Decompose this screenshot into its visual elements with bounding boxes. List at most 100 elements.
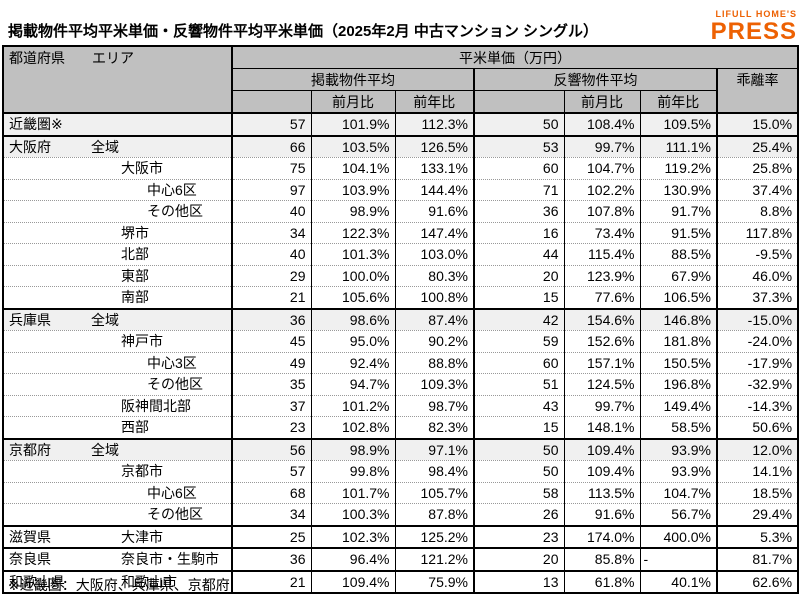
table-row: 近畿圏※ 57 101.9% 112.3% 50 108.4% 109.5% 15.0% xyxy=(3,113,799,136)
area-label: 全域 xyxy=(91,441,119,458)
response-yoy-header: 前年比 xyxy=(640,90,718,113)
price-table: 都道府県 エリア 平米単価（万円） 掲載物件平均 反響物件平均 乖離率 前月比 … xyxy=(2,45,800,594)
area-cell: 西部 xyxy=(3,416,233,439)
value-cell: 36 xyxy=(232,548,312,571)
value-cell: 91.6% xyxy=(564,503,641,526)
value-cell: 146.8% xyxy=(640,308,718,331)
unit-header-cell: 平米単価（万円） xyxy=(232,46,799,69)
prefecture-label: 和歌山県 xyxy=(9,573,65,590)
table-row: 兵庫県 全域 36 98.6% 87.4% 42 154.6% 146.8% -15.0% xyxy=(3,308,799,331)
prefecture-label xyxy=(4,203,9,219)
area-cell: 阪神間北部 xyxy=(3,395,233,417)
area-cell: 和歌山県 和歌山市 xyxy=(3,570,233,593)
value-cell: 104.7% xyxy=(564,157,641,179)
value-cell: 43 xyxy=(474,395,565,417)
value-cell: 121.2% xyxy=(395,548,475,571)
value-cell: 109.3% xyxy=(395,373,475,395)
area-cell: 中心6区 xyxy=(3,179,233,201)
value-cell: 98.7% xyxy=(395,395,475,417)
listed-value-header-blank xyxy=(232,90,312,113)
value-cell: 104.7% xyxy=(640,482,718,504)
value-cell: 57 xyxy=(232,113,312,136)
value-cell: 90.2% xyxy=(395,330,475,352)
listed-group-header: 掲載物件平均 xyxy=(232,68,475,91)
value-cell: 150.5% xyxy=(640,352,718,374)
value-cell: 104.1% xyxy=(311,157,396,179)
area-cell: その他区 xyxy=(3,373,233,395)
value-cell: 124.5% xyxy=(564,373,641,395)
table-row: 阪神間北部 37 101.2% 98.7% 43 99.7% 149.4% -14.3% xyxy=(3,395,799,417)
value-cell: 26 xyxy=(474,503,565,526)
value-cell: 60 xyxy=(474,352,565,374)
value-cell: 109.4% xyxy=(564,460,641,482)
value-cell: 88.8% xyxy=(395,352,475,374)
prefecture-label: 奈良県 xyxy=(9,551,51,568)
header-row-unit: 都道府県 エリア 平米単価（万円） xyxy=(3,46,799,113)
value-cell: 42 xyxy=(474,308,565,331)
prefecture-label xyxy=(4,419,9,435)
area-label: 東部 xyxy=(121,267,149,284)
value-cell: 8.8% xyxy=(717,200,799,222)
value-cell: 57 xyxy=(232,460,312,482)
value-cell: 35 xyxy=(232,373,312,395)
area-cell: 南部 xyxy=(3,286,233,309)
value-cell: 34 xyxy=(232,222,312,244)
area-cell: 大阪市 xyxy=(3,157,233,179)
value-cell: 36 xyxy=(232,308,312,331)
value-cell: 101.7% xyxy=(311,482,396,504)
value-cell: -17.9% xyxy=(717,352,799,374)
value-cell: 181.8% xyxy=(640,330,718,352)
response-value-header-blank xyxy=(474,90,565,113)
value-cell: 126.5% xyxy=(395,135,475,158)
table-row: 滋賀県 大津市 25 102.3% 125.2% 23 174.0% 400.0% 5.3% xyxy=(3,525,799,548)
value-cell: 87.4% xyxy=(395,308,475,331)
value-cell: 109.4% xyxy=(311,570,396,593)
value-cell: 25 xyxy=(232,525,312,548)
value-cell: 50.6% xyxy=(717,416,799,439)
table-row: 南部 21 105.6% 100.8% 15 77.6% 106.5% 37.3% xyxy=(3,286,799,309)
table-row: その他区 34 100.3% 87.8% 26 91.6% 56.7% 29.4% xyxy=(3,503,799,526)
table-row: 中心3区 49 92.4% 88.8% 60 157.1% 150.5% -17.9% xyxy=(3,352,799,374)
value-cell: 108.4% xyxy=(564,113,641,136)
value-cell: 107.8% xyxy=(564,200,641,222)
value-cell: 112.3% xyxy=(395,113,475,136)
value-cell: 100.3% xyxy=(311,503,396,526)
value-cell: 20 xyxy=(474,548,565,571)
value-cell: 50 xyxy=(474,460,565,482)
value-cell: 62.6% xyxy=(717,570,799,593)
prefecture-label xyxy=(4,160,9,176)
area-cell: 中心3区 xyxy=(3,352,233,374)
value-cell: 109.5% xyxy=(640,113,718,136)
table-row: 京都府 全域 56 98.9% 97.1% 50 109.4% 93.9% 12.0% xyxy=(3,438,799,461)
value-cell: 152.6% xyxy=(564,330,641,352)
lifull-homes-press-logo: LIFULL HOME'S PRESS xyxy=(711,10,797,44)
logo-lifull-homes-text: LIFULL HOME'S xyxy=(715,9,797,19)
value-cell: 29 xyxy=(232,265,312,287)
area-label: 全域 xyxy=(91,311,119,328)
value-cell: 37 xyxy=(232,395,312,417)
table-row: 奈良県 奈良市・生駒市 36 96.4% 121.2% 20 85.8% -81.7% xyxy=(3,548,799,571)
table-row: 堺市 34 122.3% 147.4% 16 73.4% 91.5% 117.8% xyxy=(3,222,799,244)
value-cell: 40 xyxy=(232,243,312,265)
prefecture-label: 京都府 xyxy=(9,441,51,458)
listed-mom-header: 前月比 xyxy=(311,90,396,113)
value-cell: 94.7% xyxy=(311,373,396,395)
area-cell: 東部 xyxy=(3,265,233,287)
value-cell: 130.9% xyxy=(640,179,718,201)
value-cell: 95.0% xyxy=(311,330,396,352)
value-cell: 117.8% xyxy=(717,222,799,244)
value-cell: 68 xyxy=(232,482,312,504)
table-row: 大阪市 75 104.1% 133.1% 60 104.7% 119.2% 25.8% xyxy=(3,157,799,179)
area-cell: その他区 xyxy=(3,200,233,222)
value-cell: 101.3% xyxy=(311,243,396,265)
header-row-sub: 前月比 前年比 前月比 前年比 xyxy=(3,90,799,113)
value-cell: 102.2% xyxy=(564,179,641,201)
value-cell: 23 xyxy=(232,416,312,439)
value-cell: -14.3% xyxy=(717,395,799,417)
area-label: その他区 xyxy=(147,506,203,523)
value-cell: 125.2% xyxy=(395,525,475,548)
corner-header-cell: 都道府県 エリア xyxy=(3,46,233,113)
table-row: 西部 23 102.8% 82.3% 15 148.1% 58.5% 50.6% xyxy=(3,416,799,439)
value-cell: 101.2% xyxy=(311,395,396,417)
value-cell: 77.6% xyxy=(564,286,641,309)
